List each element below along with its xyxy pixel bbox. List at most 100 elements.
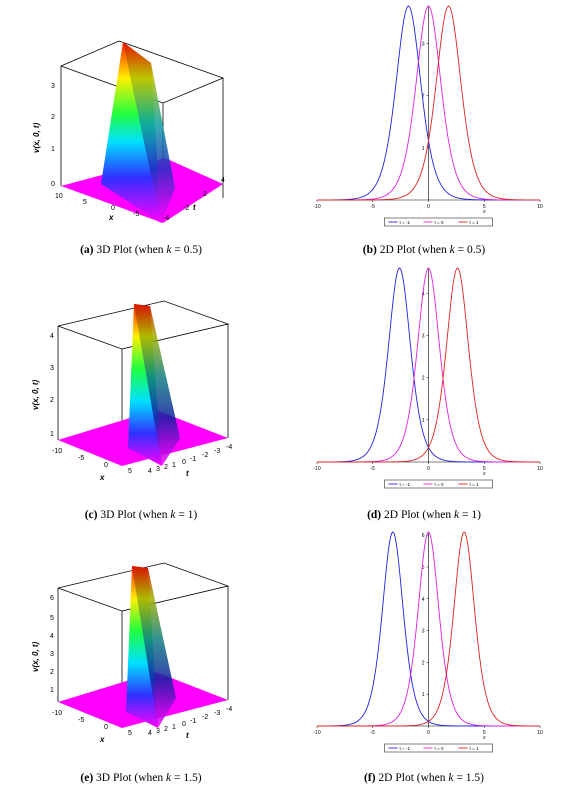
t-tick: 3 [156,466,160,473]
legend-box [384,479,493,489]
z-tick: 2 [50,397,54,404]
t-tick: 4 [221,177,225,184]
z-tick: 2 [50,669,54,676]
x-axis-label: x [482,471,486,477]
x-tick-labels: -10 -5 0 5 [52,448,132,475]
z-tick-labels: 1 2 3 4 [50,333,54,438]
x-tick-label: 10 [537,730,543,736]
y-tick-label: 2 [422,94,425,100]
t-tick: 1 [172,724,176,731]
x-tick-label: 0 [427,466,430,472]
legend-box [384,743,493,753]
bounding-box [57,562,230,725]
x-axis-label: x [482,735,486,741]
caption-d: (d) 2D Plot (when k = 1) [367,509,481,521]
y-tick-label: 3 [422,629,425,635]
z-tick-labels: 0 1 2 3 [51,83,55,188]
z-axis-label: v(x, 0, t) [32,122,41,153]
t-axis-label: t [193,203,196,212]
z-axis-label: v(x, 0, t) [31,641,40,672]
z-tick-labels: 1 2 3 4 5 6 [50,595,54,694]
surface-plot-e: 1 2 3 4 5 6 v(x, 0, t) -10 -5 0 5 x 4 3 … [31,562,232,744]
z-tick: 0 [51,181,55,188]
caption-f: (f) 2D Plot (when k = 1.5) [364,772,484,784]
t-tick: 4 [148,468,152,475]
x-tick: 5 [83,199,87,206]
series-line [317,531,541,727]
t-tick: -4 [226,706,232,713]
legend-label: t = -1 [400,220,411,225]
x-tick: 0 [111,205,115,212]
x-tick: 0 [104,462,108,469]
series-line [317,5,541,201]
t-tick: -2 [183,205,189,212]
z-tick: 3 [50,651,54,658]
y-tick-label: 3 [422,333,425,339]
t-tick-labels: 4 3 2 1 0 -1 -2 -3 -4 [148,444,232,475]
t-tick-labels: 4 3 2 1 0 -1 -2 -3 -4 [148,706,232,737]
t-tick: 1 [172,462,176,469]
t-tick: 4 [148,730,152,737]
x-tick-label: 10 [537,204,543,210]
series-line [317,267,540,463]
y-tick-label: 2 [422,660,425,666]
z-tick: 6 [50,595,54,602]
legend-label: t = 0 [435,482,445,487]
x-tick-label: -5 [371,204,376,210]
x-axis-label: x [108,213,114,222]
legend-label: t = 0 [435,220,445,225]
legend-label: t = 1 [470,220,480,225]
x-tick: -5 [78,455,84,462]
t-tick: 3 [156,728,160,735]
t-tick: -1 [190,718,196,725]
x-tick-labels: -10 -5 0 5 [52,710,132,737]
t-tick: 2 [164,464,168,471]
z-tick: 2 [51,114,55,121]
x-tick: -10 [52,710,62,717]
x-tick-label: 5 [483,730,486,736]
x-tick-label: 5 [483,204,486,210]
t-axis-label: t [186,731,189,740]
x-axis-label: x [482,209,486,215]
x-tick: -5 [133,211,139,218]
z-tick: 3 [50,365,54,372]
x-tick-label: -5 [371,466,376,472]
y-tick-label: 1 [422,692,425,698]
legend-label: t = 1 [470,746,480,751]
z-axis-label: v(x, 0, t) [31,379,40,410]
surface-plot-c: 1 2 3 4 v(x, 0, t) -10 -5 0 5 x 4 3 2 1 … [31,300,232,482]
t-tick: 0 [182,721,186,728]
y-tick-label: 2 [422,376,425,382]
t-tick-labels: 4 2 -2 -4 [163,177,225,222]
t-tick: -2 [202,714,208,721]
x-tick-label: 10 [537,466,543,472]
z-tick: 1 [50,687,54,694]
t-tick: -1 [190,456,196,463]
x-axis-label: x [99,473,105,482]
x-tick-label: 0 [427,204,430,210]
caption-e: (e) 3D Plot (when k = 1.5) [80,772,202,784]
z-tick: 4 [50,333,54,340]
x-tick-labels: 10 5 0 -5 [55,193,139,218]
y-tick-label: 5 [422,565,425,571]
y-tick-label: 4 [422,597,425,603]
caption-c: (c) 3D Plot (when k = 1) [84,509,198,521]
surface-plot-a: 0 1 2 3 v(x, 0, t) 10 5 0 -5 x 4 2 -2 -4… [32,40,225,223]
t-tick: -3 [214,710,220,717]
legend-label: t = 1 [470,482,480,487]
caption-b: (b) 2D Plot (when k = 0.5) [362,244,486,256]
x-tick: 5 [128,730,132,737]
t-tick: 0 [182,459,186,466]
y-tick-label: 3 [422,42,425,48]
t-tick: -4 [163,215,169,222]
z-tick: 1 [51,146,55,153]
x-tick: -10 [52,448,62,455]
t-axis-label: t [186,469,189,478]
legend-label: t = -1 [400,746,411,751]
x-tick-label: -10 [313,730,320,736]
t-tick: 2 [203,191,207,198]
surface-ridge [126,566,176,728]
y-tick-label: 1 [422,146,425,152]
t-tick: 2 [164,726,168,733]
